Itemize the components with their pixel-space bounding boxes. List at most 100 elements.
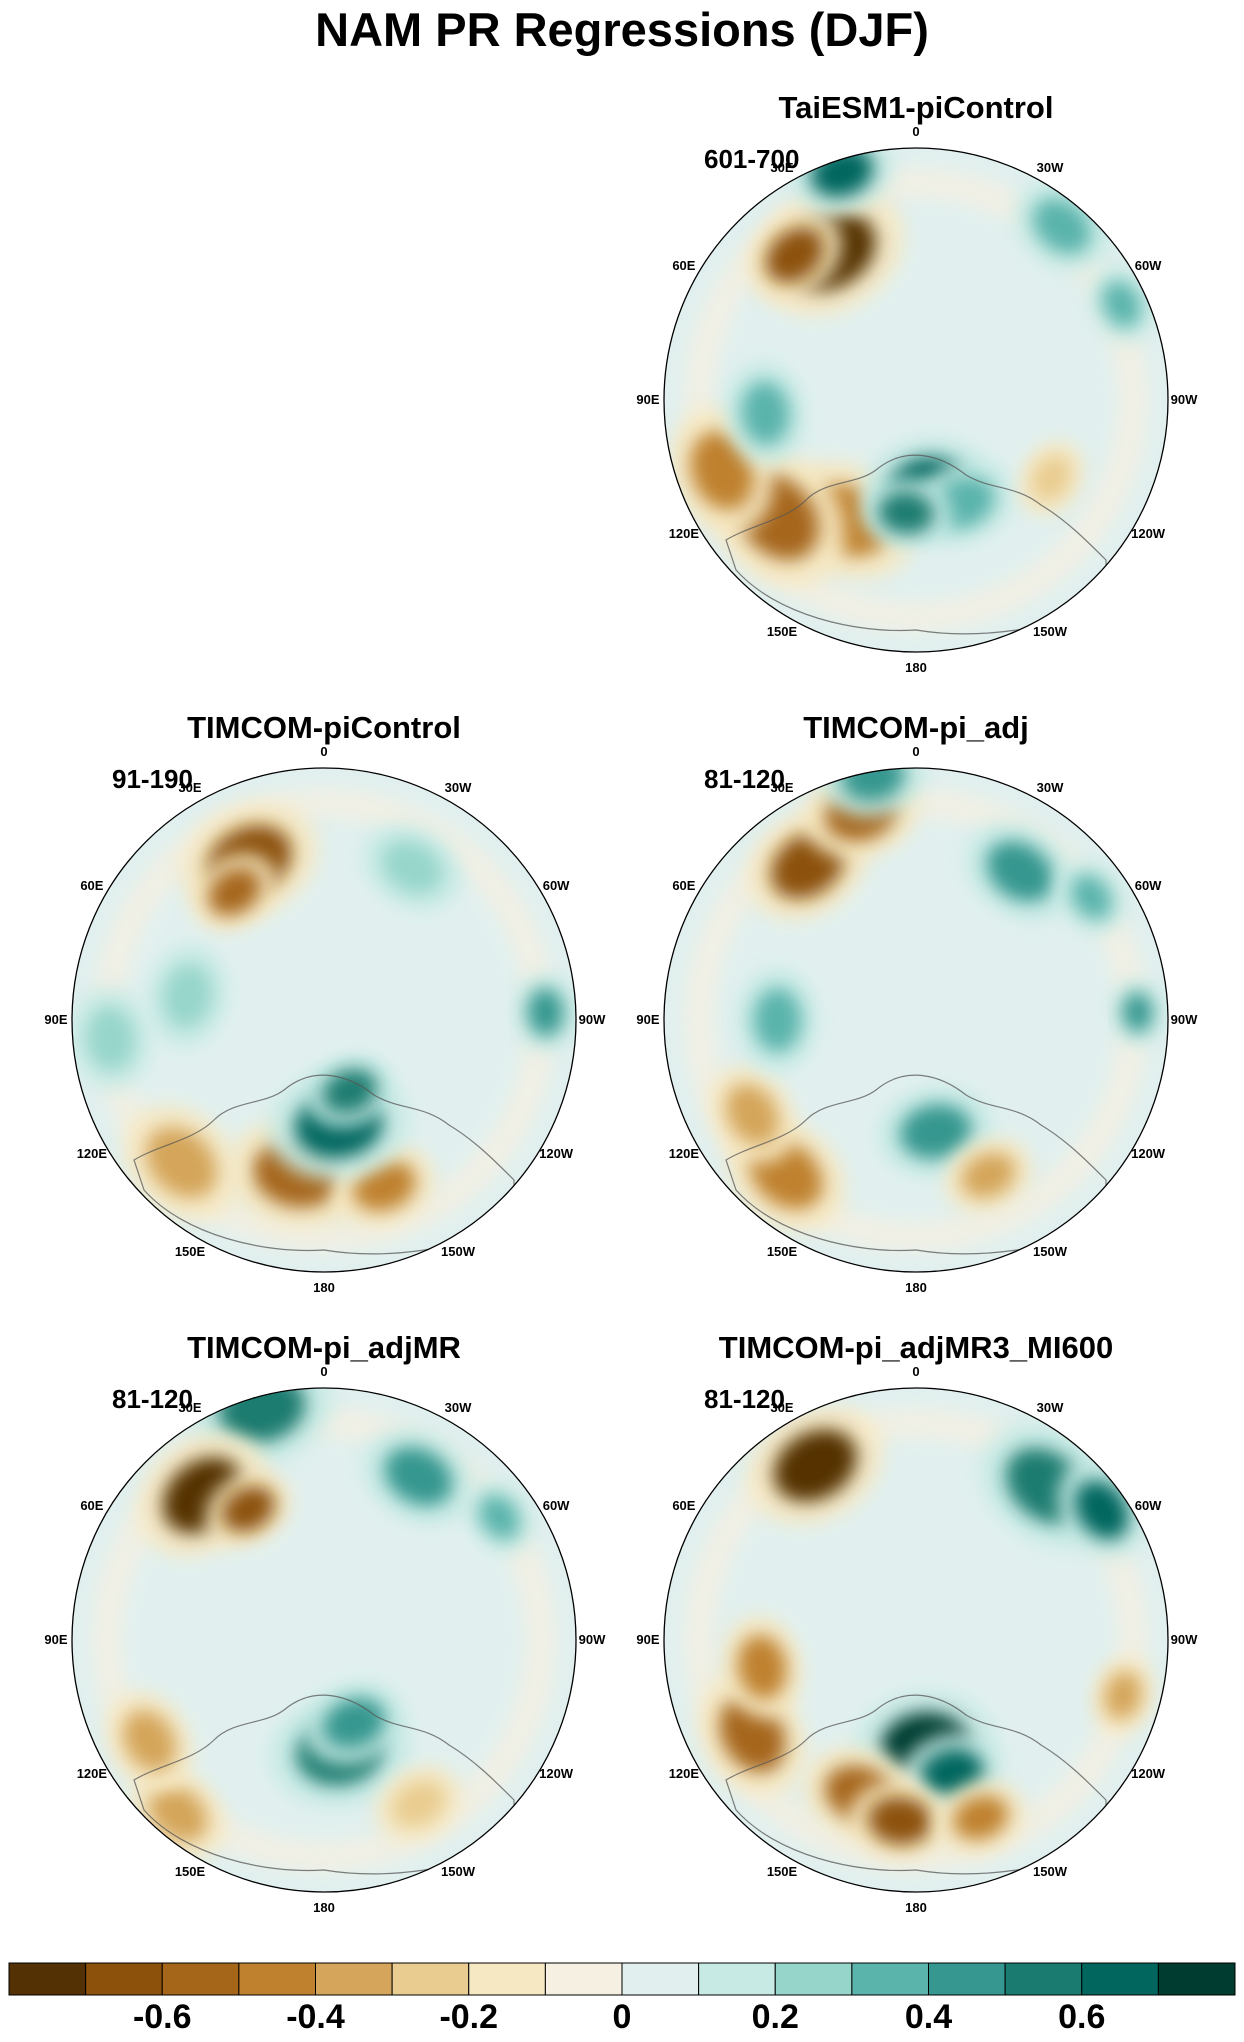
panel-title: TIMCOM-pi_adj <box>803 710 1029 745</box>
longitude-label: 0 <box>912 1364 919 1379</box>
longitude-label: 180 <box>313 1900 335 1915</box>
longitude-label: 60E <box>672 1498 695 1513</box>
polar-map: 180 150E 120E 90E 60E 30E 0 30W 60W 90W 120W 150W <box>44 1364 606 1915</box>
longitude-label: 90E <box>44 1632 67 1647</box>
colorbar-swatch <box>1157 1962 1236 1996</box>
map-panel-taiesm1: TaiESM1-piControl 601-700 180 150E 120E 90E… <box>626 90 1206 690</box>
longitude-label: 150E <box>175 1864 206 1879</box>
colorbar: -0.6 -0.4 -0.2 0 0.2 0.4 0.6 <box>8 1962 1236 2042</box>
map-panel-timcom-pi-adj: TIMCOM-pi_adj 81-120 180 150E 120E 90E 60E 30… <box>626 710 1206 1310</box>
anomaly-core <box>322 1069 378 1113</box>
longitude-label: 90W <box>1171 1012 1198 1027</box>
panel-period: 81-120 <box>112 1384 193 1414</box>
longitude-label: 90E <box>636 1632 659 1647</box>
longitude-label: 60W <box>1135 258 1162 273</box>
coastline <box>133 1694 515 1875</box>
longitude-label: 180 <box>905 1280 927 1295</box>
longitude-label: 60W <box>1135 1498 1162 1513</box>
map-panel-timcom-pi-adjmr: TIMCOM-pi_adjMR 81-120 180 150E 120E 90E 60E… <box>34 1330 614 1930</box>
colorbar-swatch <box>928 1962 1006 1996</box>
longitude-label: 30E <box>178 1400 201 1415</box>
longitude-label: 120E <box>77 1146 108 1161</box>
longitude-label: 120W <box>1131 1146 1166 1161</box>
colorbar-swatch <box>238 1962 316 1996</box>
anomaly-core <box>221 1486 275 1533</box>
longitude-label: 60E <box>672 258 695 273</box>
longitude-label: 30W <box>1037 160 1064 175</box>
colorbar-swatch <box>851 1962 929 1996</box>
anomaly-core <box>1032 198 1091 254</box>
anomaly-core <box>737 1635 787 1699</box>
longitude-label: 90E <box>636 1012 659 1027</box>
longitude-label: 60W <box>543 878 570 893</box>
colorbar-swatch <box>698 1962 776 1996</box>
longitude-label: 150E <box>767 1244 798 1259</box>
longitude-label: 150E <box>767 624 798 639</box>
polar-map: 180 150E 120E 90E 60E 30E 0 30W 60W 90W 120W 150W <box>44 744 606 1295</box>
longitude-label: 120W <box>539 1146 574 1161</box>
map-boundary <box>663 767 1169 1273</box>
coastline <box>133 1074 515 1255</box>
map-boundary <box>663 1387 1169 1893</box>
longitude-label: 30E <box>770 1400 793 1415</box>
longitude-label: 30E <box>770 780 793 795</box>
colorbar-swatch <box>468 1962 546 1996</box>
colorbar-swatch <box>1081 1962 1159 1996</box>
anomaly-core <box>773 1429 857 1502</box>
panel-period: 91-190 <box>112 764 193 794</box>
longitude-label: 180 <box>905 1900 927 1915</box>
anomaly-core <box>382 841 443 894</box>
longitude-label: 150E <box>767 1864 798 1879</box>
longitude-label: 150W <box>441 1864 476 1879</box>
longitude-label: 30E <box>178 780 201 795</box>
colorbar-label: 0 <box>612 1998 632 2036</box>
longitude-label: 120E <box>77 1766 108 1781</box>
anomaly-core <box>322 1697 386 1748</box>
colorbar-label: -0.6 <box>132 1998 192 2036</box>
longitude-label: 90W <box>579 1632 606 1647</box>
polar-map: 180 150E 120E 90E 60E 30E 0 30W 60W 90W 120W 150W <box>636 124 1198 675</box>
coastline <box>725 454 1107 635</box>
anomaly-core <box>392 1780 445 1827</box>
longitude-label: 120E <box>669 526 700 541</box>
anomaly-core <box>527 988 564 1037</box>
longitude-label: 30W <box>1037 1400 1064 1415</box>
anomaly-core <box>726 1084 779 1145</box>
longitude-label: 0 <box>320 1364 327 1379</box>
panel-period: 601-700 <box>704 144 800 174</box>
anomaly-core <box>123 1710 176 1771</box>
anomaly-core <box>1122 992 1153 1033</box>
longitude-label: 30W <box>445 780 472 795</box>
longitude-label: 60W <box>1135 878 1162 893</box>
longitude-label: 90E <box>44 1012 67 1027</box>
colorbar-label: -0.4 <box>286 1998 345 2036</box>
longitude-label: 90E <box>636 392 659 407</box>
colorbar-swatches <box>8 1962 1236 1996</box>
longitude-label: 30W <box>1037 780 1064 795</box>
longitude-label: 120W <box>1131 1766 1166 1781</box>
longitude-label: 60W <box>543 1498 570 1513</box>
panel-period: 81-120 <box>704 764 785 794</box>
map-panel-timcom-pi-adjmr3-mi600: TIMCOM-pi_adjMR3_MI600 81-120 180 150E 120… <box>626 1330 1206 1930</box>
colorbar-label: 0.2 <box>751 1998 799 2036</box>
anomaly-core <box>384 1446 453 1506</box>
longitude-label: 90W <box>1171 392 1198 407</box>
anomaly-core <box>986 841 1054 902</box>
panel-title: TaiESM1-piControl <box>778 90 1054 125</box>
longitude-label: 180 <box>905 660 927 675</box>
longitude-label: 90W <box>1171 1632 1198 1647</box>
anomaly-core <box>479 1494 520 1540</box>
longitude-label: 60E <box>672 878 695 893</box>
colorbar-swatch <box>315 1962 393 1996</box>
anomaly-core <box>961 1152 1016 1198</box>
anomaly-core <box>1031 455 1071 501</box>
colorbar-swatch <box>161 1962 240 1996</box>
longitude-label: 120E <box>669 1146 700 1161</box>
longitude-label: 120E <box>669 1766 700 1781</box>
longitude-label: 60E <box>80 878 103 893</box>
colorbar-label: -0.2 <box>439 1998 499 2036</box>
colorbar-swatch <box>1004 1962 1083 1996</box>
anomaly-core <box>1104 1671 1142 1720</box>
map-panel-timcom-picontrol: TIMCOM-piControl 91-190 180 150E 120E 90E 60… <box>34 710 614 1310</box>
anomaly-core <box>1071 874 1112 920</box>
